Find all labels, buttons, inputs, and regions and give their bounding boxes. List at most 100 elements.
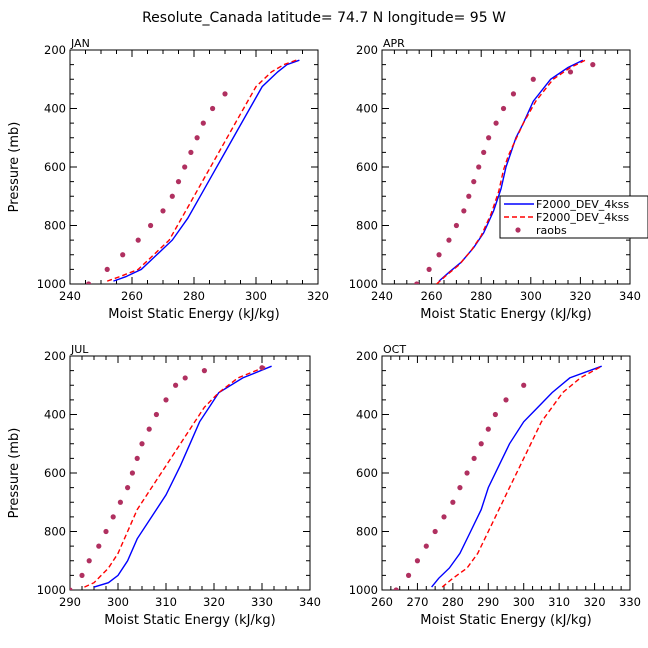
y-tick-label: 600 <box>356 160 378 174</box>
x-tick-label: 320 <box>569 289 591 303</box>
raobs-point <box>110 514 116 520</box>
x-tick-label: 310 <box>548 595 570 609</box>
plot-frame <box>69 49 319 285</box>
y-tick-label: 400 <box>44 102 66 116</box>
x-tick-label: 300 <box>520 289 542 303</box>
series-line-dashed <box>84 365 268 588</box>
y-tick-label: 1000 <box>37 277 66 291</box>
x-axis-label: Moist Static Energy (kJ/kg) <box>420 613 591 628</box>
x-axis-label: Moist Static Energy (kJ/kg) <box>108 307 279 322</box>
series-line-solid <box>431 365 602 588</box>
series-line-dashed <box>436 59 586 284</box>
x-tick-label: 240 <box>371 289 393 303</box>
panel-label: APR <box>383 37 405 50</box>
raobs-point <box>405 572 412 578</box>
raobs-point <box>393 587 399 590</box>
raobs-point <box>200 120 206 126</box>
series-line-dashed <box>441 365 603 588</box>
raobs-point <box>441 514 447 520</box>
legend-entry-label: F2000_DEV_4kss <box>536 198 629 211</box>
raobs-point <box>129 470 135 476</box>
x-tick-label: 320 <box>307 289 329 303</box>
raobs-point <box>476 164 482 170</box>
raobs-point <box>436 252 442 258</box>
y-tick-label: 800 <box>356 219 378 233</box>
x-tick-label: 260 <box>371 595 393 609</box>
raobs-point <box>466 193 472 199</box>
raobs-point <box>120 252 126 258</box>
y-axis-label: Pressure (mb) <box>7 122 22 213</box>
raobs-point <box>457 485 463 491</box>
x-tick-label: 320 <box>584 595 606 609</box>
x-tick-label: 340 <box>619 289 641 303</box>
raobs-point <box>134 455 140 461</box>
x-tick-label: 300 <box>245 289 267 303</box>
raobs-point <box>259 365 265 371</box>
y-tick-label: 1000 <box>37 583 66 597</box>
x-tick-label: 290 <box>477 595 499 609</box>
raobs-point <box>96 543 102 549</box>
raobs-point <box>414 558 421 564</box>
x-tick-label: 320 <box>203 595 225 609</box>
x-tick-label: 340 <box>299 595 321 609</box>
raobs-point <box>182 375 188 381</box>
raobs-point <box>471 455 477 461</box>
raobs-point <box>464 470 470 476</box>
raobs-point <box>503 397 509 403</box>
raobs-point <box>493 120 499 126</box>
raobs-point <box>210 105 216 112</box>
x-tick-label: 330 <box>619 595 641 609</box>
raobs-point <box>453 222 459 229</box>
raobs-point <box>485 426 491 432</box>
x-tick-label: 270 <box>406 595 428 609</box>
x-axis-label: Moist Static Energy (kJ/kg) <box>104 613 275 628</box>
raobs-point <box>432 528 438 535</box>
raobs-point <box>153 411 159 418</box>
y-tick-label: 800 <box>44 219 66 233</box>
y-tick-label: 1000 <box>349 277 378 291</box>
panel-jul: JUL 290 300 310 320 330 340 200 400 600 800 1000 Moi… <box>7 343 321 628</box>
y-tick-label: 600 <box>44 466 66 480</box>
raobs-point <box>500 105 507 112</box>
x-tick-label: 280 <box>470 289 492 303</box>
plot-frame <box>381 355 631 591</box>
raobs-point <box>70 587 73 590</box>
series-line-solid <box>438 59 584 282</box>
y-tick-label: 800 <box>356 525 378 539</box>
raobs-point <box>423 543 429 549</box>
figure-title: Resolute_Canada latitude= 74.7 N longitu… <box>142 10 506 26</box>
y-axis-label: Pressure (mb) <box>7 428 22 519</box>
raobs-point <box>188 149 194 155</box>
raobs-point <box>173 382 179 388</box>
raobs-point <box>135 237 141 243</box>
raobs-point <box>471 179 477 185</box>
x-tick-label: 300 <box>107 595 129 609</box>
x-tick-label: 310 <box>155 595 177 609</box>
x-tick-label: 300 <box>513 595 535 609</box>
series-line-solid <box>113 59 300 282</box>
raobs-point <box>521 382 527 388</box>
x-tick-label: 290 <box>59 595 81 609</box>
raobs-point <box>169 193 175 199</box>
raobs-point <box>426 266 432 272</box>
raobs-point <box>486 135 492 141</box>
legend-entry-label: F2000_DEV_4kss <box>536 211 629 224</box>
raobs-point <box>148 222 154 229</box>
y-tick-label: 200 <box>44 349 66 363</box>
raobs-point <box>182 164 188 170</box>
y-tick-label: 400 <box>356 102 378 116</box>
x-tick-label: 280 <box>442 595 464 609</box>
raobs-point <box>103 528 109 535</box>
legend-entry-label: raobs <box>536 224 567 237</box>
y-tick-label: 200 <box>356 43 378 57</box>
raobs-point <box>175 179 182 185</box>
y-tick-label: 800 <box>44 525 66 539</box>
legend-marker-dot <box>515 227 521 233</box>
x-tick-label: 260 <box>121 289 143 303</box>
raobs-point <box>590 62 596 68</box>
raobs-point <box>86 281 92 284</box>
raobs-point <box>79 572 85 578</box>
raobs-point <box>222 91 228 97</box>
